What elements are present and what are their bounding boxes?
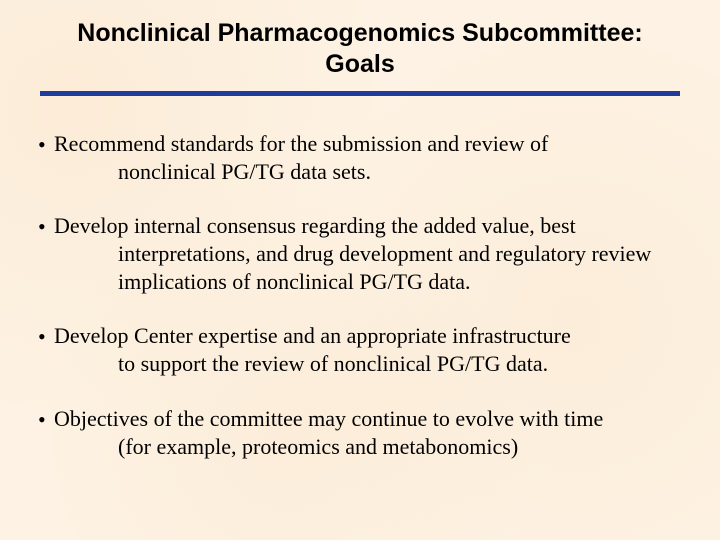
bullet-first-line: Develop internal consensus regarding the… <box>54 212 682 240</box>
bullet-rest: interpretations, and drug development an… <box>54 240 682 296</box>
slide-title: Nonclinical Pharmacogenomics Subcommitte… <box>34 18 686 81</box>
list-item: • Recommend standards for the submission… <box>38 130 682 186</box>
bullet-text: Develop internal consensus regarding the… <box>54 212 682 296</box>
list-item: • Develop Center expertise and an approp… <box>38 322 682 378</box>
bullet-first-line: Develop Center expertise and an appropri… <box>54 322 682 350</box>
bullet-list: • Recommend standards for the submission… <box>34 130 686 461</box>
bullet-text: Objectives of the committee may continue… <box>54 405 682 461</box>
slide: Nonclinical Pharmacogenomics Subcommitte… <box>0 0 720 540</box>
bullet-rest: to support the review of nonclinical PG/… <box>54 350 682 378</box>
bullet-rest: nonclinical PG/TG data sets. <box>54 158 682 186</box>
list-item: • Objectives of the committee may contin… <box>38 405 682 461</box>
bullet-first-line: Objectives of the committee may continue… <box>54 405 682 433</box>
bullet-icon: • <box>38 405 54 434</box>
bullet-icon: • <box>38 322 54 351</box>
bullet-first-line: Recommend standards for the submission a… <box>54 130 682 158</box>
bullet-text: Recommend standards for the submission a… <box>54 130 682 186</box>
bullet-icon: • <box>38 130 54 159</box>
title-line-2: Goals <box>325 50 394 78</box>
title-line-1: Nonclinical Pharmacogenomics Subcommitte… <box>77 19 642 47</box>
bullet-text: Develop Center expertise and an appropri… <box>54 322 682 378</box>
bullet-icon: • <box>38 212 54 241</box>
list-item: • Develop internal consensus regarding t… <box>38 212 682 296</box>
title-underline <box>40 91 680 96</box>
bullet-rest: (for example, proteomics and metabonomic… <box>54 433 682 461</box>
